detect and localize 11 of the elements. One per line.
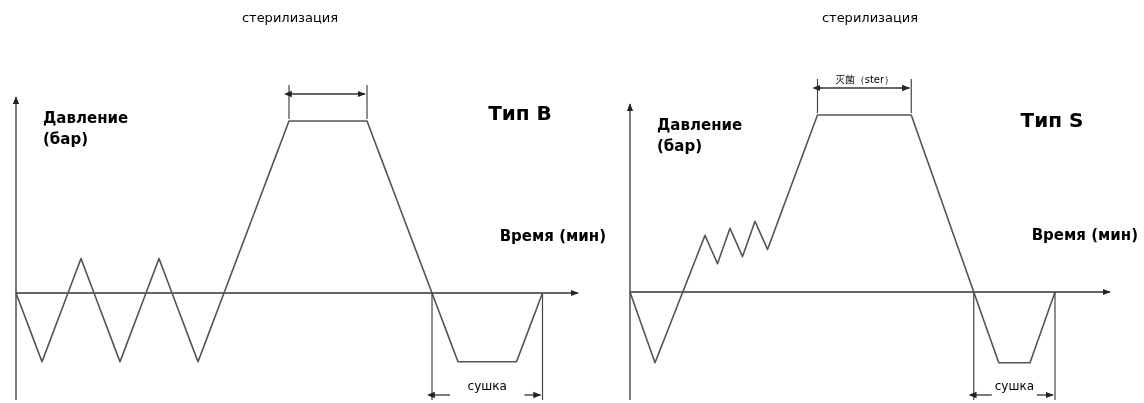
annotation: Тип S [1020,108,1084,132]
annotation: Тип B [488,101,552,125]
text: 灭菌（ster） [834,74,895,85]
text: сушка [994,379,1035,393]
x-axis-title: Время (мин) [1031,226,1138,244]
x-axis-title: Время (мин) [499,227,606,245]
text: сушка [467,379,507,393]
y-axis-title: Давление (бар) [43,109,129,148]
chart-title: стерилизация [821,10,919,25]
y-axis-title: Давление (бар) [657,116,743,155]
chart-title: стерилизация [241,10,339,25]
